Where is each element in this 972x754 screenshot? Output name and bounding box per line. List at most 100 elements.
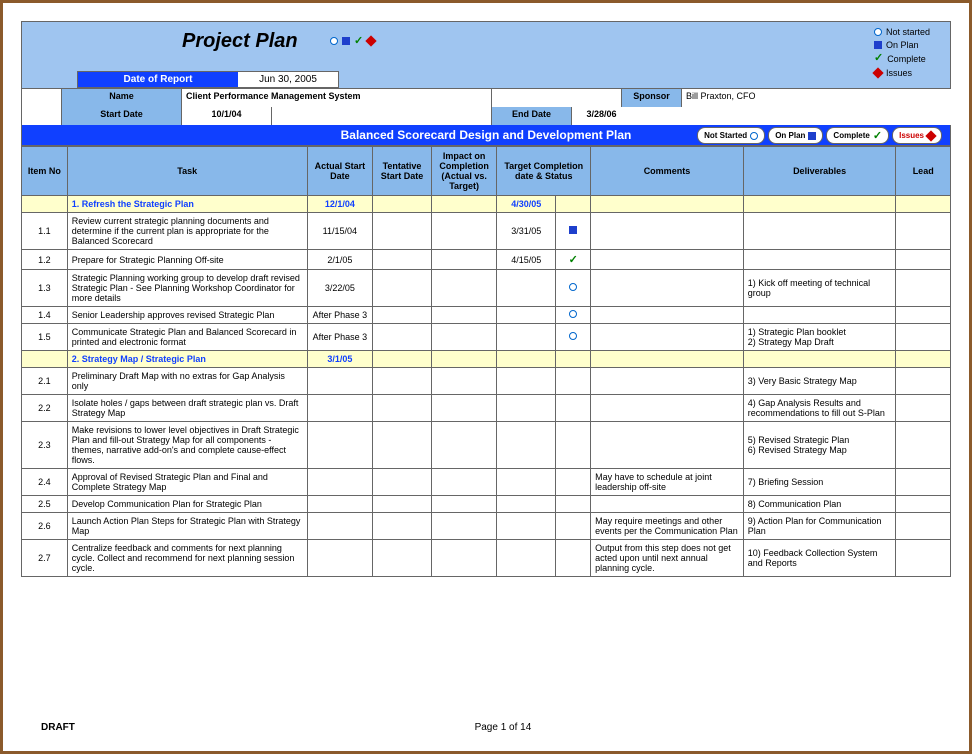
cell-comments: [591, 496, 744, 513]
section-actual-start: 12/1/04: [307, 196, 372, 213]
cell-actual-start: 2/1/05: [307, 250, 372, 270]
col-actual-start[interactable]: Actual Start Date: [307, 147, 372, 196]
cell-status: [556, 469, 591, 496]
cell-lead: [896, 250, 951, 270]
cell-deliverables: [743, 250, 896, 270]
table-row[interactable]: 2.5 Develop Communication Plan for Strat…: [22, 496, 951, 513]
cell-impact: [431, 307, 496, 324]
cell-target: [497, 469, 556, 496]
cell-target: [497, 324, 556, 351]
cell-lead: [896, 540, 951, 577]
cell-item-no: 2.4: [22, 469, 68, 496]
filter-not-started-button[interactable]: Not Started: [697, 127, 765, 144]
cell-comments: Output from this step does not get acted…: [591, 540, 744, 577]
filter-issues-button[interactable]: Issues: [892, 127, 942, 144]
col-comments[interactable]: Comments: [591, 147, 744, 196]
cell-tentative-start: [373, 540, 432, 577]
cell-tentative-start: [373, 213, 432, 250]
col-impact[interactable]: Impact on Completion (Actual vs. Target): [431, 147, 496, 196]
section-actual-start: 3/1/05: [307, 351, 372, 368]
col-target-completion[interactable]: Target Completion date & Status: [497, 147, 591, 196]
cell-impact: [431, 540, 496, 577]
cell-item-no: 2.6: [22, 513, 68, 540]
on-plan-icon: [569, 226, 577, 234]
table-row[interactable]: 2.3 Make revisions to lower level object…: [22, 422, 951, 469]
issues-icon: [925, 130, 936, 141]
footer-draft: DRAFT: [41, 722, 75, 733]
cell-target: [497, 540, 556, 577]
cell-task: Preliminary Draft Map with no extras for…: [67, 368, 307, 395]
sponsor-value[interactable]: Bill Praxton, CFO: [681, 89, 881, 107]
cell-comments: [591, 422, 744, 469]
cell-tentative-start: [373, 307, 432, 324]
cell-task: Communicate Strategic Plan and Balanced …: [67, 324, 307, 351]
section-band-title: Balanced Scorecard Design and Developmen…: [341, 128, 632, 142]
cell-deliverables: 10) Feedback Collection System and Repor…: [743, 540, 896, 577]
table-row[interactable]: 2.6 Launch Action Plan Steps for Strateg…: [22, 513, 951, 540]
cell-impact: [431, 324, 496, 351]
col-tentative-start[interactable]: Tentative Start Date: [373, 147, 432, 196]
table-row[interactable]: 1.4 Senior Leadership approves revised S…: [22, 307, 951, 324]
cell-tentative-start: [373, 395, 432, 422]
complete-icon: ✓: [874, 51, 883, 66]
cell-item-no: 1.4: [22, 307, 68, 324]
cell-actual-start: 11/15/04: [307, 213, 372, 250]
name-value[interactable]: Client Performance Management System: [181, 89, 491, 107]
page-title: Project Plan: [182, 30, 298, 53]
cell-target: [497, 496, 556, 513]
cell-actual-start: [307, 513, 372, 540]
cell-comments: [591, 213, 744, 250]
cell-task: Strategic Planning working group to deve…: [67, 270, 307, 307]
filter-on-plan-button[interactable]: On Plan: [768, 127, 823, 144]
name-label: Name: [61, 89, 181, 107]
col-item-no[interactable]: Item No: [22, 147, 68, 196]
date-of-report-value[interactable]: Jun 30, 2005: [238, 72, 338, 87]
cell-comments: [591, 395, 744, 422]
not-started-icon: [750, 132, 758, 140]
meta-row-name-sponsor: Name Client Performance Management Syste…: [21, 89, 951, 107]
section-header-row[interactable]: 2. Strategy Map / Strategic Plan3/1/05: [22, 351, 951, 368]
filter-buttons: Not Started On Plan Complete✓ Issues: [697, 127, 942, 144]
cell-target: [497, 270, 556, 307]
start-date-value[interactable]: 10/1/04: [181, 107, 271, 125]
cell-impact: [431, 368, 496, 395]
outer-frame: Project Plan ✓ Not started On Plan ✓Comp…: [0, 0, 972, 754]
cell-comments: [591, 270, 744, 307]
cell-actual-start: [307, 496, 372, 513]
cell-impact: [431, 250, 496, 270]
cell-tentative-start: [373, 368, 432, 395]
cell-deliverables: [743, 307, 896, 324]
cell-target: [497, 395, 556, 422]
cell-status: [556, 368, 591, 395]
inner-frame: Project Plan ✓ Not started On Plan ✓Comp…: [21, 21, 951, 733]
cell-impact: [431, 422, 496, 469]
cell-item-no: 2.5: [22, 496, 68, 513]
filter-complete-button[interactable]: Complete✓: [826, 127, 889, 144]
cell-deliverables: 5) Revised Strategic Plan6) Revised Stra…: [743, 422, 896, 469]
cell-lead: [896, 422, 951, 469]
col-task[interactable]: Task: [67, 147, 307, 196]
table-row[interactable]: 2.1 Preliminary Draft Map with no extras…: [22, 368, 951, 395]
cell-lead: [896, 513, 951, 540]
table-row[interactable]: 1.1 Review current strategic planning do…: [22, 213, 951, 250]
cell-status: [556, 213, 591, 250]
table-row[interactable]: 1.3 Strategic Planning working group to …: [22, 270, 951, 307]
on-plan-icon: [342, 37, 350, 45]
cell-target: 4/15/05: [497, 250, 556, 270]
col-lead[interactable]: Lead: [896, 147, 951, 196]
table-row[interactable]: 2.4 Approval of Revised Strategic Plan a…: [22, 469, 951, 496]
cell-comments: May have to schedule at joint leadership…: [591, 469, 744, 496]
table-row[interactable]: 2.2 Isolate holes / gaps between draft s…: [22, 395, 951, 422]
col-deliverables[interactable]: Deliverables: [743, 147, 896, 196]
cell-tentative-start: [373, 469, 432, 496]
end-date-value[interactable]: 3/28/06: [571, 107, 631, 125]
table-row[interactable]: 1.5 Communicate Strategic Plan and Balan…: [22, 324, 951, 351]
cell-lead: [896, 307, 951, 324]
cell-status: [556, 395, 591, 422]
table-row[interactable]: 1.2 Prepare for Strategic Planning Off-s…: [22, 250, 951, 270]
table-row[interactable]: 2.7 Centralize feedback and comments for…: [22, 540, 951, 577]
section-header-row[interactable]: 1. Refresh the Strategic Plan12/1/044/30…: [22, 196, 951, 213]
cell-status: ✓: [556, 250, 591, 270]
section-target: 4/30/05: [497, 196, 556, 213]
on-plan-icon: [808, 132, 816, 140]
